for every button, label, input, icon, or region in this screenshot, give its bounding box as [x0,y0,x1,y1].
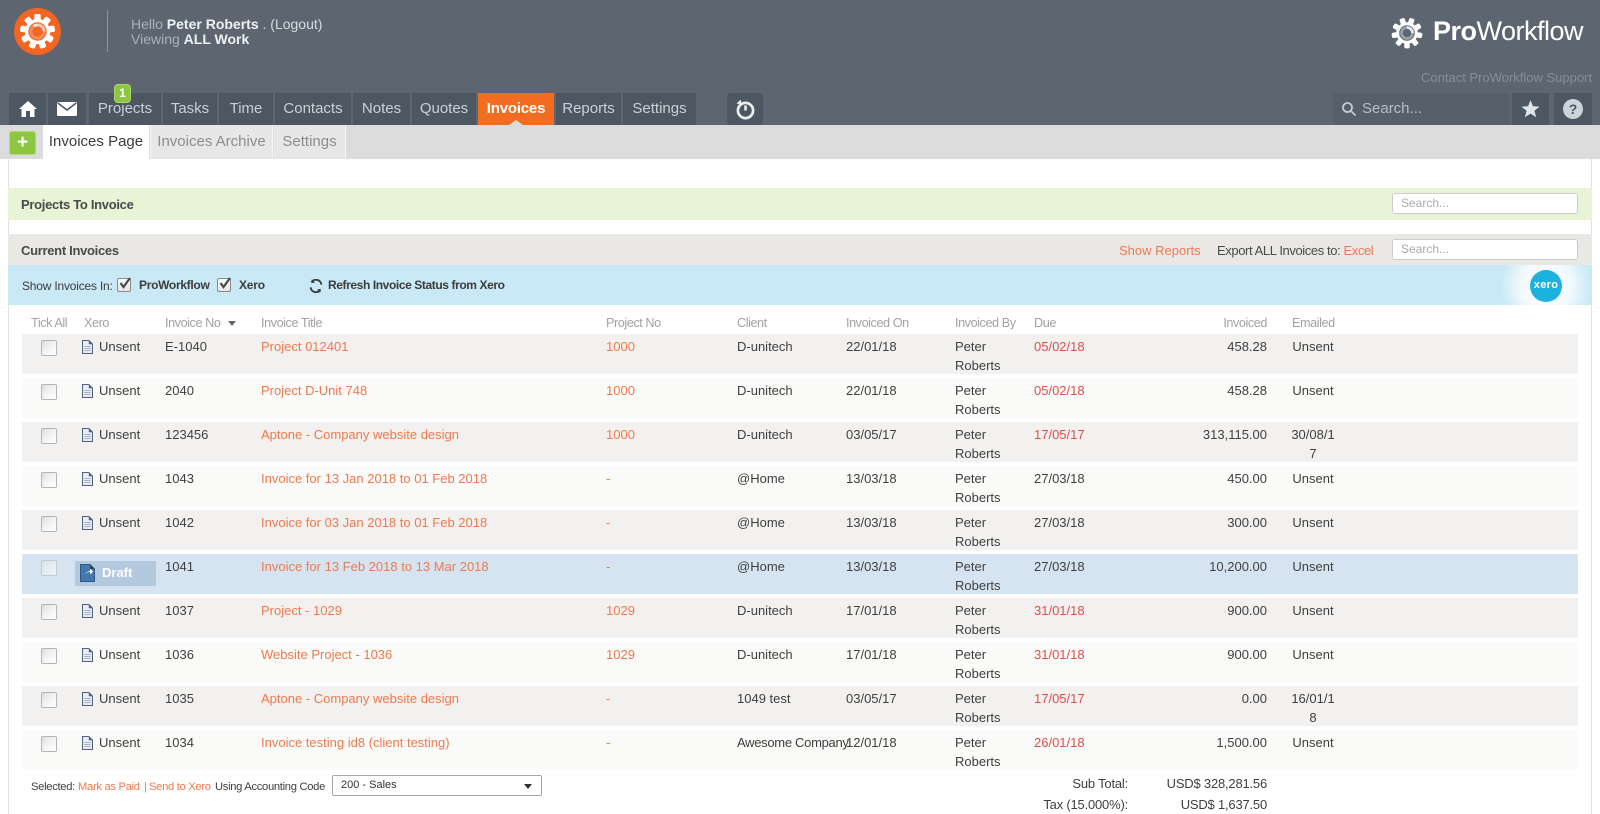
svg-text:?: ? [1569,101,1578,117]
